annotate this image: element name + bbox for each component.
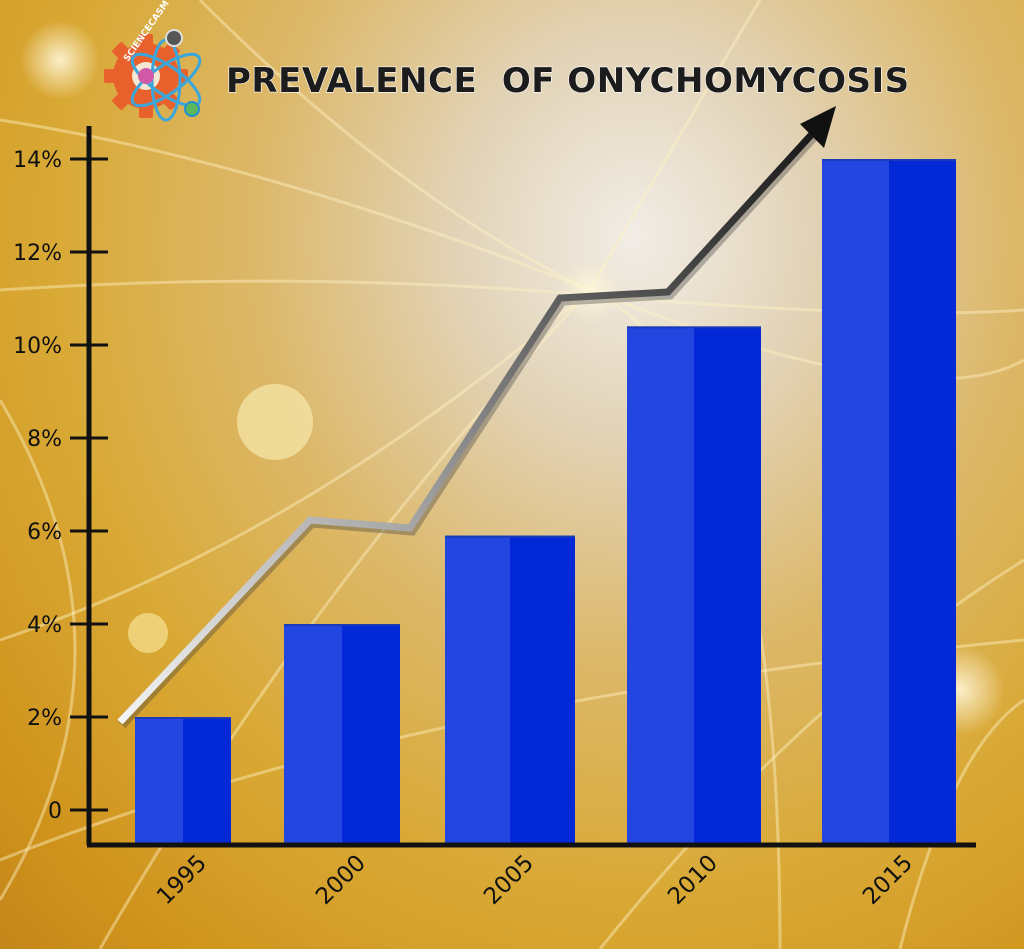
trend-arrow-head xyxy=(800,106,836,148)
y-tick-label: 14% xyxy=(13,148,62,173)
axes-layer xyxy=(86,126,976,848)
bar-face-dark xyxy=(694,326,761,845)
bars-layer xyxy=(135,159,956,845)
bar-face-light xyxy=(822,159,889,845)
background-glow-spots xyxy=(20,20,1005,735)
brain-icon xyxy=(138,68,154,84)
bar-face-dark xyxy=(510,535,575,845)
y-tick-label: 8% xyxy=(27,427,62,452)
chart-title: PREVALENCE OF ONYCHOMYCOSIS xyxy=(226,61,910,101)
x-tick-label: 2015 xyxy=(858,850,918,910)
gear-small-icon xyxy=(165,29,183,47)
bar-face-light xyxy=(627,326,694,845)
atom-icon xyxy=(130,38,202,122)
y-tick-label: 2% xyxy=(27,706,62,731)
y-axis-ticks: 0 2% 4% 6% 8% 10% 12% 14% xyxy=(13,148,108,824)
x-tick-label: 2010 xyxy=(663,850,723,910)
bar-2015 xyxy=(822,159,956,845)
x-tick-label: 1995 xyxy=(152,850,212,910)
x-tick-label: 2000 xyxy=(311,850,371,910)
sciencecasm-logo: SCIENCECASM xyxy=(104,0,202,122)
bar-2010 xyxy=(627,326,761,845)
bar-face-light xyxy=(135,717,183,845)
bar-face-dark xyxy=(342,624,400,845)
bar-face-dark xyxy=(889,159,956,845)
y-tick-label: 4% xyxy=(27,613,62,638)
x-tick-label: 2005 xyxy=(479,850,539,910)
trend-arrow-layer xyxy=(117,106,836,729)
y-tick-label: 10% xyxy=(13,334,62,359)
y-tick-label: 6% xyxy=(27,520,62,545)
y-tick-label: 12% xyxy=(13,241,62,266)
bar-face-light xyxy=(284,624,342,845)
trend-arrow-line xyxy=(117,131,815,725)
x-axis-labels: 1995 2000 2005 2010 2015 xyxy=(152,850,918,910)
bar-face-light xyxy=(445,535,510,845)
y-tick-label: 0 xyxy=(48,799,62,824)
bar-face-dark xyxy=(183,717,231,845)
bar-2000 xyxy=(284,624,400,845)
globe-icon xyxy=(184,101,200,117)
bar-2005 xyxy=(445,535,575,845)
bar-1995 xyxy=(135,717,231,845)
